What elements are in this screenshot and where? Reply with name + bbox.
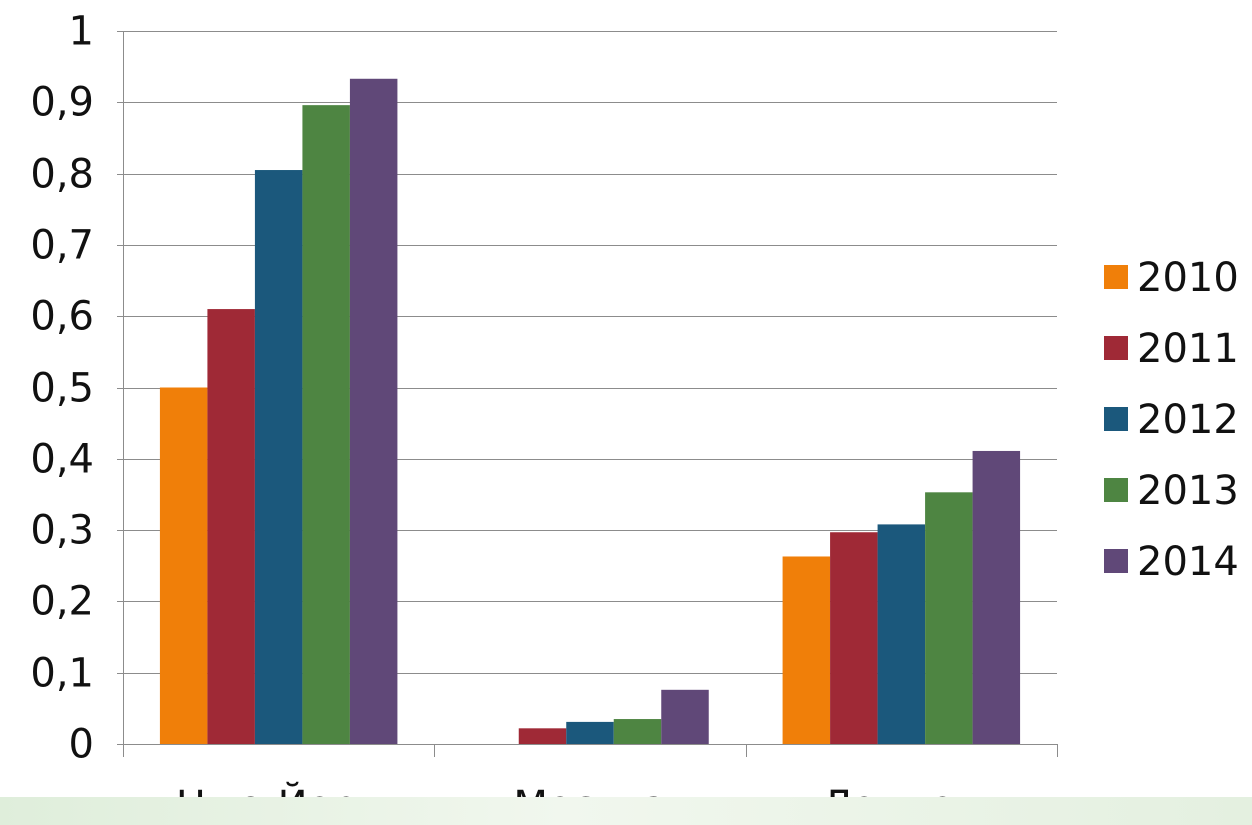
y-tick-label: 0,3: [30, 508, 94, 554]
legend-swatch: [1104, 265, 1128, 289]
y-tick-label: 0,9: [30, 80, 94, 126]
legend-label: 2014: [1137, 539, 1239, 585]
legend-swatch: [1104, 478, 1128, 502]
y-tick-label: 0,6: [30, 294, 94, 340]
bar: [518, 728, 567, 744]
bar: [877, 524, 926, 744]
legend-swatch: [1104, 336, 1128, 360]
bar: [207, 309, 255, 744]
y-tick-label: 0: [69, 722, 94, 768]
legend-label: 2013: [1137, 468, 1239, 514]
bar: [613, 719, 662, 744]
y-tick-label: 0,1: [30, 651, 94, 697]
bar: [782, 556, 831, 744]
y-tick-label: 0,7: [30, 223, 94, 269]
y-tick-label: 0,5: [30, 366, 94, 412]
bar: [254, 170, 303, 744]
bar: [302, 105, 350, 745]
bar: [159, 387, 208, 744]
y-tick-label: 0,4: [30, 437, 94, 483]
bar: [349, 78, 398, 744]
bar: [661, 689, 709, 744]
y-tick-label: 0,2: [30, 579, 94, 625]
legend-label: 2011: [1137, 326, 1239, 372]
legend-label: 2012: [1137, 397, 1239, 443]
bottom-strip: [0, 797, 1252, 825]
legend-swatch: [1104, 549, 1128, 573]
y-tick-label: 0,8: [30, 152, 94, 198]
bar: [566, 721, 614, 744]
bar: [972, 450, 1021, 744]
legend-swatch: [1104, 407, 1128, 431]
y-tick-label: 1: [69, 9, 94, 55]
bar: [925, 492, 973, 744]
legend-label: 2010: [1137, 255, 1239, 301]
bar: [830, 532, 878, 744]
